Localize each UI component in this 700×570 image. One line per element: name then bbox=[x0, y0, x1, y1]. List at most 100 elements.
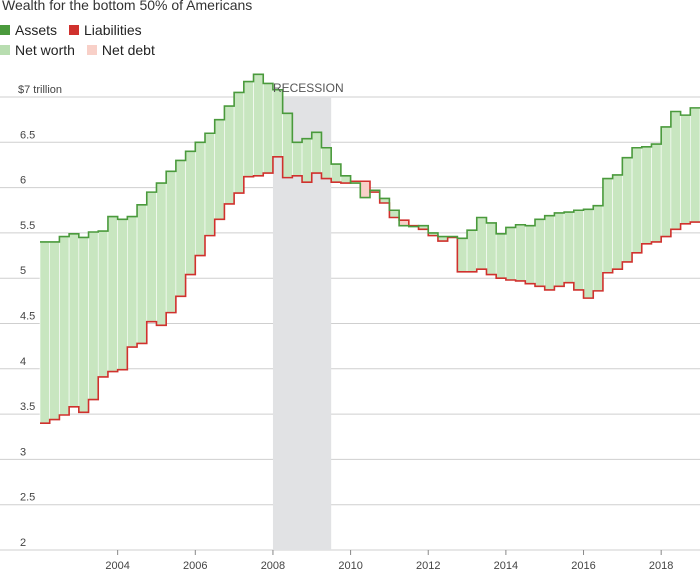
legend-swatch-net-debt bbox=[86, 45, 97, 55]
net-worth-bar bbox=[117, 219, 128, 371]
legend-swatch-assets bbox=[0, 25, 10, 35]
area-layer bbox=[39, 74, 700, 424]
x-tick-label: 2016 bbox=[571, 560, 595, 570]
x-tick-label: 2012 bbox=[416, 560, 440, 570]
chart-title: Wealth for the bottom 50% of Americans bbox=[2, 0, 253, 13]
net-worth-bar bbox=[321, 147, 332, 179]
y-tick-label: 4 bbox=[20, 356, 26, 368]
legend-item-net-debt: Net debt bbox=[86, 42, 155, 58]
net-worth-bar bbox=[602, 178, 613, 274]
net-worth-bar bbox=[389, 209, 400, 218]
x-tick-label: 2004 bbox=[105, 560, 129, 570]
legend-item-net-worth: Net worth bbox=[0, 42, 75, 58]
net-worth-bar bbox=[272, 89, 283, 158]
net-worth-bar bbox=[457, 238, 468, 273]
net-worth-bar bbox=[612, 174, 623, 270]
y-tick-label: 3 bbox=[20, 446, 26, 458]
net-worth-bar bbox=[495, 233, 507, 279]
assets-line bbox=[40, 73, 700, 243]
label-layer: 2 2.5 3 3.5 4 4.5 5 5.5 6 6.5 $7 trillion RECESSION… bbox=[18, 81, 673, 570]
legend-label-net-debt: Net debt bbox=[101, 42, 155, 58]
net-worth-bar bbox=[466, 229, 478, 273]
net-worth-bar bbox=[88, 231, 99, 400]
net-worth-bar bbox=[194, 142, 206, 256]
legend-item-assets: Assets bbox=[0, 22, 57, 38]
line-layer bbox=[40, 73, 700, 424]
y-tick-label: 5 bbox=[20, 265, 26, 277]
net-worth-bar bbox=[670, 111, 681, 230]
legend-row-2: Net worth Net debt bbox=[0, 42, 167, 58]
net-worth-bar bbox=[592, 205, 604, 292]
y-unit-label: $7 trillion bbox=[18, 84, 62, 96]
net-worth-bar bbox=[165, 170, 177, 313]
legend-row-1: Assets Liabilities bbox=[0, 22, 154, 38]
legend-label-assets: Assets bbox=[15, 22, 58, 38]
y-tick-label: 6.5 bbox=[20, 129, 35, 141]
net-worth-bar bbox=[554, 212, 565, 287]
recession-label: RECESSION bbox=[273, 81, 344, 95]
net-worth-bar bbox=[573, 209, 584, 291]
net-worth-bar bbox=[651, 143, 662, 243]
net-worth-bar bbox=[631, 147, 643, 254]
net-worth-bar bbox=[185, 151, 196, 275]
net-worth-bar bbox=[311, 132, 322, 174]
x-tick-label: 2014 bbox=[494, 560, 518, 570]
net-worth-bar bbox=[689, 107, 700, 223]
net-worth-bar bbox=[39, 241, 51, 424]
net-worth-bar bbox=[641, 146, 652, 245]
legend-swatch-liabilities bbox=[69, 25, 80, 35]
net-debt-bar bbox=[359, 180, 371, 198]
net-worth-bar bbox=[301, 138, 313, 183]
net-worth-bar bbox=[486, 222, 497, 275]
net-worth-bar bbox=[107, 216, 118, 372]
net-worth-bar bbox=[127, 216, 138, 348]
x-tick-label: 2006 bbox=[183, 560, 207, 570]
net-debt-bar bbox=[398, 219, 410, 226]
net-worth-bar bbox=[660, 126, 672, 237]
y-tick-label: 2.5 bbox=[20, 492, 35, 504]
net-worth-bar bbox=[136, 204, 148, 344]
net-worth-bar bbox=[214, 119, 225, 220]
net-worth-bar bbox=[49, 241, 60, 420]
net-worth-bar bbox=[224, 105, 235, 205]
net-worth-bar bbox=[146, 191, 157, 322]
y-tick-label: 4.5 bbox=[20, 311, 35, 323]
net-worth-bar bbox=[204, 132, 216, 236]
net-worth-bar bbox=[515, 224, 526, 282]
net-worth-bar bbox=[253, 74, 264, 177]
net-worth-bar bbox=[563, 211, 575, 284]
y-tick-label: 2 bbox=[20, 537, 26, 549]
net-worth-bar bbox=[243, 81, 254, 178]
net-worth-bar bbox=[544, 215, 555, 291]
y-tick-label: 6 bbox=[20, 175, 26, 187]
net-worth-bar bbox=[680, 114, 691, 225]
net-worth-bar bbox=[292, 142, 303, 177]
net-worth-bar bbox=[505, 227, 516, 281]
y-tick-label: 5.5 bbox=[20, 220, 35, 232]
net-worth-bar bbox=[78, 237, 89, 413]
x-tick-label: 2018 bbox=[649, 560, 673, 570]
legend-item-liabilities: Liabilities bbox=[69, 22, 142, 38]
net-worth-bar bbox=[524, 225, 536, 284]
legend-label-net-worth: Net worth bbox=[15, 42, 75, 58]
x-tick-label: 2008 bbox=[261, 560, 285, 570]
net-worth-bar bbox=[59, 236, 70, 416]
net-worth-bar bbox=[68, 233, 80, 408]
y-tick-label: 3.5 bbox=[20, 401, 35, 413]
net-worth-bar bbox=[340, 175, 351, 184]
legend-label-liabilities: Liabilities bbox=[84, 22, 142, 38]
net-worth-bar bbox=[175, 160, 186, 297]
net-worth-bar bbox=[476, 217, 487, 270]
net-worth-bar bbox=[233, 92, 245, 194]
liabilities-line bbox=[40, 156, 700, 424]
legend-swatch-net-worth bbox=[0, 45, 10, 55]
net-worth-bar bbox=[282, 113, 293, 178]
net-worth-bar bbox=[330, 163, 342, 183]
net-worth-bar bbox=[583, 209, 594, 299]
net-worth-bar bbox=[156, 182, 167, 326]
net-worth-bar bbox=[622, 157, 633, 263]
net-worth-bar bbox=[534, 219, 546, 287]
x-tick-label: 2010 bbox=[338, 560, 362, 570]
net-worth-bar bbox=[262, 83, 274, 174]
